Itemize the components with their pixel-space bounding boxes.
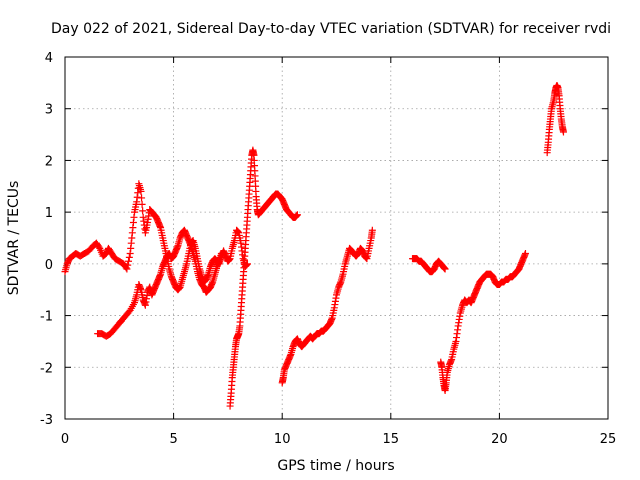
data-point-marker xyxy=(521,250,529,258)
grid-lines xyxy=(65,57,608,419)
y-tick-label: 2 xyxy=(45,154,53,169)
y-tick-label: -1 xyxy=(40,310,53,325)
x-axis-label: GPS time / hours xyxy=(277,458,394,474)
x-tick-label: 5 xyxy=(169,432,177,447)
x-tick-label: 20 xyxy=(491,432,508,447)
data-point-marker xyxy=(138,194,146,202)
data-point-marker xyxy=(217,250,225,258)
axis-ticks: 0 5 10 15 20 25 -3 -2 -1 0 1 2 3 4 xyxy=(40,51,616,447)
data-point-marker xyxy=(137,187,145,195)
data-point-marker xyxy=(139,207,147,215)
y-tick-label: -2 xyxy=(40,361,53,376)
data-markers xyxy=(61,81,567,410)
data-point-marker xyxy=(124,261,132,269)
x-tick-label: 15 xyxy=(383,432,400,447)
x-tick-label: 0 xyxy=(61,432,69,447)
data-point-marker xyxy=(125,253,133,261)
data-point-marker xyxy=(368,226,376,234)
data-point-marker xyxy=(138,200,146,208)
chart-title: Day 022 of 2021, Sidereal Day-to-day VTE… xyxy=(51,21,611,37)
data-point-marker xyxy=(293,211,301,219)
data-point-marker xyxy=(441,265,449,273)
data-point-marker xyxy=(125,257,133,265)
data-point-marker xyxy=(95,243,103,251)
plot-frame xyxy=(64,56,609,420)
y-tick-label: 1 xyxy=(45,206,53,221)
y-tick-label: 3 xyxy=(45,103,53,118)
y-axis-label: SDTVAR / TECUs xyxy=(6,181,22,296)
y-tick-label: 4 xyxy=(45,51,53,66)
data-point-marker xyxy=(123,265,131,273)
y-tick-label: 0 xyxy=(45,258,53,273)
x-tick-label: 25 xyxy=(600,432,617,447)
x-tick-label: 10 xyxy=(274,432,291,447)
y-tick-label: -3 xyxy=(40,413,53,428)
data-point-marker xyxy=(559,128,567,136)
